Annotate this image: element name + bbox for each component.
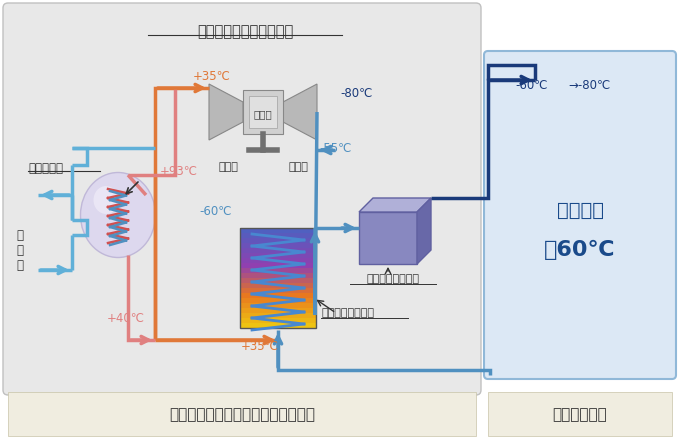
Bar [240, 273, 316, 278]
Ellipse shape [80, 173, 156, 258]
Bar [240, 233, 316, 238]
Bar [8, 392, 476, 436]
Bar [240, 268, 316, 274]
Bar [240, 248, 316, 254]
Text: 空気冷凍システム『パスカルエア』: 空気冷凍システム『パスカルエア』 [169, 408, 315, 423]
Text: +93℃: +93℃ [160, 165, 198, 178]
Bar [240, 228, 316, 234]
Text: 冷熱回収熱交換器: 冷熱回収熱交換器 [321, 308, 374, 318]
Text: 庫内温度: 庫内温度 [556, 201, 604, 220]
Bar [240, 308, 316, 313]
Text: -60℃: -60℃ [199, 205, 232, 218]
Text: －60℃: －60℃ [544, 240, 616, 260]
Polygon shape [417, 198, 431, 264]
Bar [240, 283, 316, 289]
Bar [240, 243, 316, 249]
Text: →-80℃: →-80℃ [568, 79, 610, 92]
Text: -55℃: -55℃ [319, 142, 352, 155]
Bar [240, 278, 316, 284]
FancyBboxPatch shape [484, 51, 676, 379]
Bar [249, 96, 277, 128]
Bar [240, 238, 316, 243]
Text: -80℃: -80℃ [340, 87, 373, 100]
Polygon shape [209, 84, 243, 140]
Text: 超低温冷蔵庫: 超低温冷蔵庫 [553, 408, 607, 423]
Bar [240, 258, 316, 263]
Bar [240, 313, 316, 318]
Bar [240, 288, 316, 293]
Bar [240, 263, 316, 269]
Text: +35℃: +35℃ [241, 340, 279, 353]
FancyBboxPatch shape [3, 3, 481, 395]
Text: -60℃: -60℃ [515, 79, 547, 92]
Bar [240, 323, 316, 329]
Text: 一次冷却器: 一次冷却器 [28, 162, 63, 175]
Bar [240, 228, 316, 328]
Text: モータ: モータ [254, 109, 273, 119]
Bar [240, 318, 316, 324]
Bar [240, 303, 316, 309]
Text: +35℃: +35℃ [193, 70, 231, 83]
Polygon shape [283, 84, 317, 140]
Bar [240, 253, 316, 258]
Bar [488, 392, 672, 436]
Text: ターボ型圧縮機・膨張機: ターボ型圧縮機・膨張機 [197, 24, 293, 39]
Text: フロストトラップ: フロストトラップ [367, 274, 420, 284]
Bar [240, 298, 316, 304]
Bar [359, 212, 417, 264]
Text: 冷
却
水: 冷 却 水 [16, 229, 24, 271]
Polygon shape [359, 198, 431, 212]
Bar [243, 90, 283, 134]
Text: 膨張機: 膨張機 [288, 162, 308, 172]
Ellipse shape [94, 186, 118, 214]
Bar [240, 293, 316, 298]
Text: 圧縮機: 圧縮機 [218, 162, 238, 172]
Text: +40℃: +40℃ [107, 312, 145, 325]
